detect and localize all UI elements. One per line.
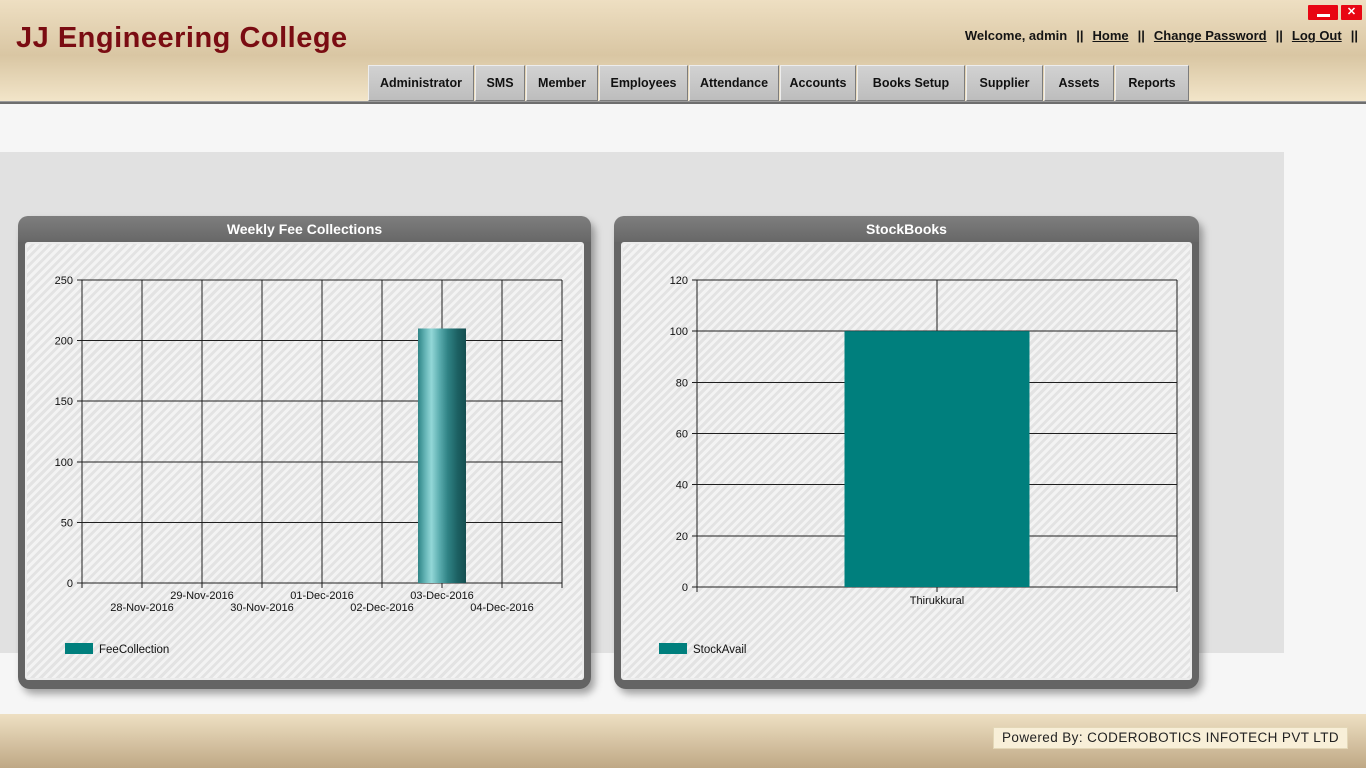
svg-text:100: 100: [55, 457, 73, 469]
svg-text:120: 120: [670, 275, 688, 287]
svg-text:40: 40: [676, 480, 688, 492]
powered-by-label: Powered By: CODEROBOTICS INFOTECH PVT LT…: [993, 727, 1348, 749]
minimize-button[interactable]: [1308, 5, 1338, 20]
menu-tab-supplier[interactable]: Supplier: [966, 65, 1043, 101]
svg-text:200: 200: [55, 336, 73, 348]
header-link-log-out[interactable]: Log Out: [1291, 28, 1342, 43]
chart-stockbooks: 0 20 40 60 80 100 120 Thirukkural StockAvail: [621, 242, 1192, 680]
welcome-bar: Welcome, admin || Home || Change Password ||…: [965, 28, 1358, 43]
link-separator: ||: [1137, 28, 1145, 43]
svg-text:02-Dec-2016: 02-Dec-2016: [350, 602, 414, 614]
svg-text:50: 50: [61, 517, 73, 529]
svg-text:60: 60: [676, 429, 688, 441]
weekly-fee-collections-chart-svg: 0 50 100 150 200 250 28-Nov-201629-Nov-201630-…: [55, 275, 563, 656]
svg-text:250: 250: [55, 275, 73, 287]
svg-text:0: 0: [682, 582, 688, 594]
svg-text:FeeCollection: FeeCollection: [99, 644, 169, 656]
svg-text:80: 80: [676, 377, 688, 389]
panel-title-weekly-fee-collections: Weekly Fee Collections: [18, 216, 591, 242]
app-footer: Powered By: CODEROBOTICS INFOTECH PVT LT…: [0, 714, 1366, 768]
menu-tab-accounts[interactable]: Accounts: [780, 65, 856, 101]
link-separator: ||: [1350, 28, 1358, 43]
svg-text:04-Dec-2016: 04-Dec-2016: [470, 602, 534, 614]
menu-tab-administrator[interactable]: Administrator: [368, 65, 474, 101]
menu-tab-books-setup[interactable]: Books Setup: [857, 65, 965, 101]
close-button[interactable]: ✕: [1341, 5, 1362, 20]
svg-text:StockAvail: StockAvail: [693, 644, 746, 656]
close-icon: ✕: [1346, 6, 1357, 18]
menu-tab-assets[interactable]: Assets: [1044, 65, 1114, 101]
svg-text:Thirukkural: Thirukkural: [910, 595, 964, 607]
window-controls: ✕: [1308, 5, 1362, 20]
header-separator-line: [0, 101, 1366, 104]
svg-text:01-Dec-2016: 01-Dec-2016: [290, 590, 354, 602]
chart-weekly-fee-collections: 0 50 100 150 200 250 28-Nov-2016 29-Nov-2016 30-…: [25, 242, 584, 680]
panel-weekly-fee-collections: Weekly Fee Collections 0 50 100 150 200 250 28…: [18, 216, 591, 689]
svg-text:20: 20: [676, 531, 688, 543]
panel-title-stockbooks: StockBooks: [614, 216, 1199, 242]
header-link-change-password[interactable]: Change Password: [1153, 28, 1267, 43]
svg-text:100: 100: [670, 326, 688, 338]
charts-container: Weekly Fee Collections 0 50 100 150 200 250 28…: [0, 152, 1284, 689]
link-separator: ||: [1275, 28, 1283, 43]
svg-text:28-Nov-2016: 28-Nov-2016: [110, 602, 174, 614]
link-separator: ||: [1076, 28, 1084, 43]
welcome-text: Welcome, admin: [964, 28, 1068, 43]
panel-stockbooks: StockBooks 0 20 40 60 80 100 120 Thirukkural Sto…: [614, 216, 1199, 689]
app-title: JJ Engineering College: [16, 22, 348, 54]
header-link-home[interactable]: Home: [1092, 28, 1129, 43]
menu-tab-member[interactable]: Member: [526, 65, 598, 101]
menu-tab-employees[interactable]: Employees: [599, 65, 688, 101]
svg-text:150: 150: [55, 396, 73, 408]
svg-text:29-Nov-2016: 29-Nov-2016: [170, 590, 234, 602]
stockbooks-chart-svg: 0 20 40 60 80 100 120 Thirukkural StockAvail: [659, 275, 1178, 656]
main-menu: Administrator SMS Member Employees Attendanc…: [368, 65, 1190, 101]
menu-tab-reports[interactable]: Reports: [1115, 65, 1189, 101]
main-content: Weekly Fee Collections 0 50 100 150 200 250 28…: [0, 104, 1366, 714]
svg-text:30-Nov-2016: 30-Nov-2016: [230, 602, 294, 614]
svg-text:0: 0: [67, 578, 73, 590]
menu-tab-sms[interactable]: SMS: [475, 65, 525, 101]
minimize-icon: [1316, 13, 1330, 17]
app-header: JJ Engineering College ✕ Welcome, admin …: [0, 0, 1366, 101]
menu-tab-attendance[interactable]: Attendance: [689, 65, 779, 101]
svg-text:03-Dec-2016: 03-Dec-2016: [410, 590, 474, 602]
